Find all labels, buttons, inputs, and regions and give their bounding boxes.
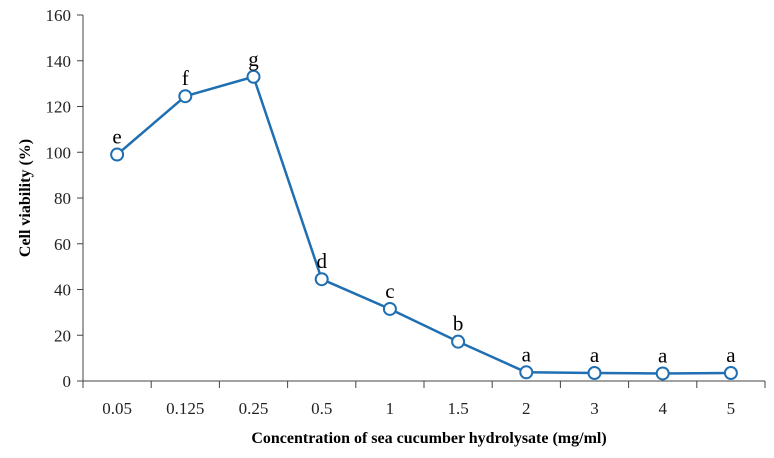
- data-label: g: [248, 47, 259, 71]
- data-point: [314, 272, 329, 287]
- data-label: a: [590, 343, 600, 367]
- x-tick-label: 1.5: [447, 399, 468, 418]
- data-label: a: [726, 343, 736, 367]
- data-point: [246, 69, 261, 84]
- data-label: e: [112, 125, 121, 149]
- y-axis-title: Cell viability (%): [17, 139, 34, 257]
- data-point: [451, 334, 466, 349]
- x-tick-label: 0.05: [102, 399, 132, 418]
- y-tick-label: 160: [46, 6, 72, 25]
- point-labels: e f g d c b a a a a: [112, 47, 736, 368]
- data-point: [178, 89, 193, 104]
- data-label: a: [658, 343, 668, 367]
- y-tick-label: 140: [46, 52, 72, 71]
- data-label: a: [522, 342, 532, 366]
- data-label: c: [385, 279, 394, 303]
- x-tick-label: 4: [658, 399, 667, 418]
- data-point: [519, 365, 534, 380]
- data-label: b: [453, 312, 464, 336]
- data-point: [110, 147, 125, 162]
- y-tick-label: 40: [54, 281, 71, 300]
- y-tick-label: 100: [46, 143, 72, 162]
- x-tick-label: 1: [386, 399, 395, 418]
- data-point: [587, 365, 602, 380]
- x-tick-label: 0.5: [311, 399, 332, 418]
- x-axis: 0.05 0.125 0.25 0.5 1 1.5 2 3 4 5: [82, 380, 766, 418]
- series-path: [116, 75, 731, 375]
- y-tick-label: 60: [54, 235, 71, 254]
- x-tick-label: 3: [590, 399, 599, 418]
- series-line: [110, 69, 738, 381]
- data-point: [723, 365, 738, 380]
- y-axis: 0 20 40 60 80 100 120 140 160: [46, 6, 84, 391]
- x-axis-title: Concentration of sea cucumber hydrolysat…: [251, 430, 606, 447]
- x-tick-label: 0.125: [166, 399, 204, 418]
- data-point: [655, 366, 670, 381]
- y-tick-label: 20: [54, 326, 71, 345]
- data-point: [382, 301, 397, 316]
- y-tick-label: 120: [46, 98, 72, 117]
- x-tick-label: 5: [727, 399, 736, 418]
- data-label: d: [316, 249, 327, 273]
- x-tick-label: 2: [522, 399, 531, 418]
- y-tick-label: 0: [63, 372, 72, 391]
- y-tick-label: 80: [54, 189, 71, 208]
- x-tick-label: 0.25: [239, 399, 269, 418]
- data-label: f: [182, 66, 189, 90]
